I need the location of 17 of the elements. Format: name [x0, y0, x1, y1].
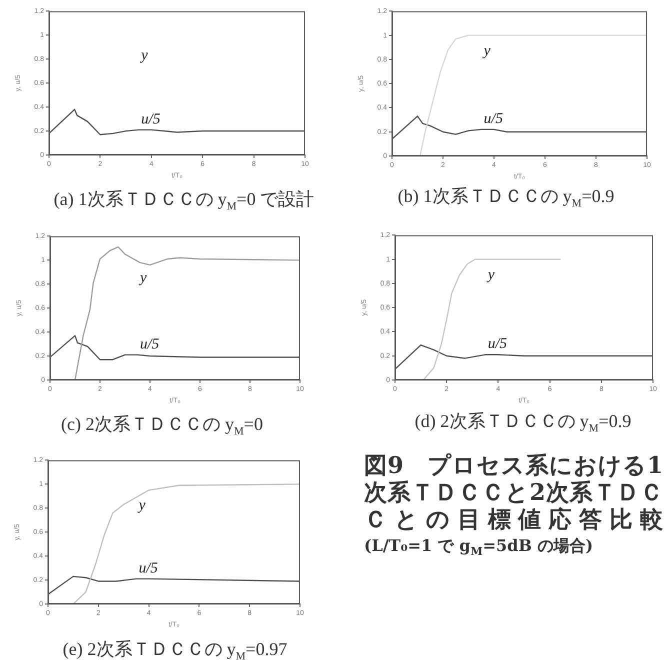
text: (b) 1次系ＴＤＣＣの y$_{M}$=0.9 — [398, 186, 614, 212]
series-label: u/5 — [488, 336, 508, 352]
series-label: y — [486, 266, 495, 283]
text: (d) 2次系ＴＤＣＣの y$_{M}$=0.9 — [414, 411, 632, 437]
series-label: y — [482, 42, 491, 59]
series-label: u/5 — [140, 336, 160, 352]
text: 図9 プロセス系における1次系ＴＤＣＣと2次系ＴＤＣＣとの目標値応答比較 — [364, 452, 663, 533]
series-label: y — [138, 270, 147, 286]
text: (c) 2次系ＴＤＣＣの y$_{M}$=0 — [61, 414, 263, 440]
annotation: y — [139, 48, 148, 64]
series-label: u/5 — [484, 110, 504, 127]
text: (e) 2次系ＴＤＣＣの y$_{M}$=0.97 — [62, 639, 288, 665]
series-label: u/5 — [141, 111, 161, 128]
series-label: y — [136, 498, 146, 514]
text: (a) 1次系ＴＤＣＣの y$_{M}$=0 で設計 — [54, 189, 314, 215]
text: (L/T₀=1 で g$_{M}$=5dB の場合) — [364, 535, 594, 560]
series-label: u/5 — [138, 560, 158, 576]
